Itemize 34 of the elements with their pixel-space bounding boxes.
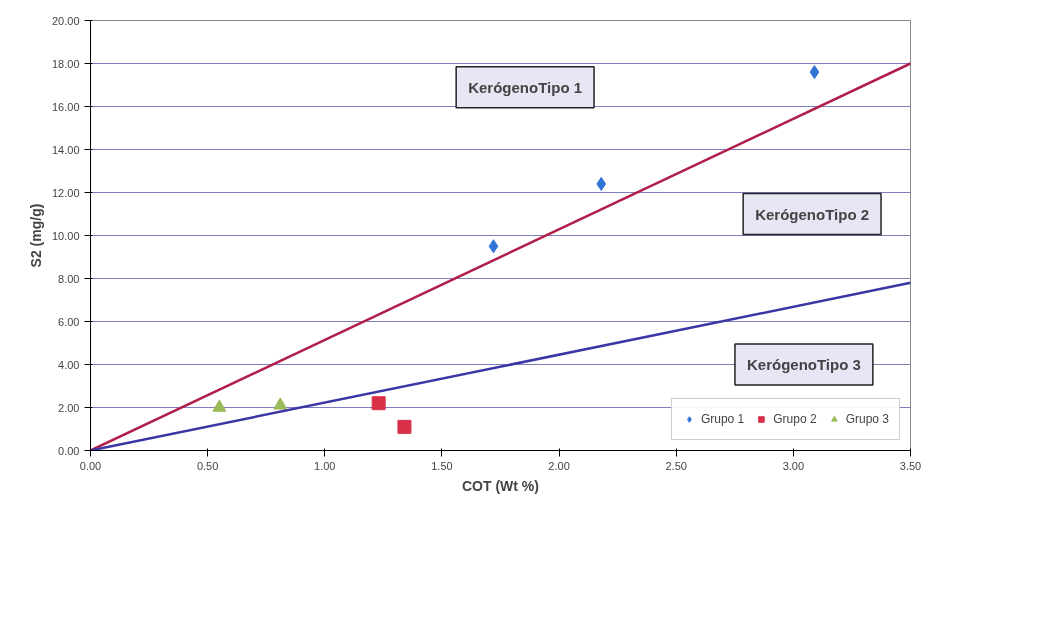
x-tick-label: 3.50: [899, 459, 922, 472]
point: [809, 65, 820, 80]
x-tick-label: 1.00: [314, 459, 336, 472]
x-tick-label: 2.00: [548, 459, 570, 472]
y-tick-label: 14.00: [51, 143, 80, 156]
point: [371, 396, 386, 411]
y-tick-label: 4.00: [58, 358, 80, 371]
annotation: KerógenoTipo 2: [755, 205, 870, 223]
point: [488, 239, 499, 254]
y-tick-label: 2.00: [58, 401, 80, 414]
legend-label: Grupo 1: [700, 412, 745, 426]
point: [212, 399, 227, 412]
point: [397, 419, 412, 434]
x-tick-label: 0.00: [79, 459, 102, 472]
x-tick-label: 1.50: [431, 459, 453, 472]
y-tick-label: 10.00: [51, 229, 80, 242]
y-tick-label: 0.00: [58, 444, 80, 457]
y-tick-label: 16.00: [51, 100, 80, 113]
point: [596, 176, 607, 191]
x-tick-label: 3.00: [782, 459, 805, 472]
y-axis-title: S2 (mg/g): [27, 203, 44, 268]
annotation: KerógenoTipo 1: [468, 78, 583, 96]
x-tick-label: 2.50: [665, 459, 687, 472]
y-tick-label: 6.00: [58, 315, 80, 328]
y-tick-label: 8.00: [58, 272, 80, 285]
y-tick-label: 20.00: [51, 14, 80, 27]
y-tick-label: 18.00: [51, 57, 80, 70]
legend-label: Grupo 3: [845, 412, 889, 426]
y-tick-label: 12.00: [51, 186, 80, 199]
x-tick-label: 0.50: [196, 459, 219, 472]
annotation: KerógenoTipo 3: [746, 356, 861, 373]
x-axis-title: COT (Wt %): [462, 477, 539, 494]
legend-label: Grupo 2: [773, 412, 817, 426]
point: [273, 397, 288, 410]
